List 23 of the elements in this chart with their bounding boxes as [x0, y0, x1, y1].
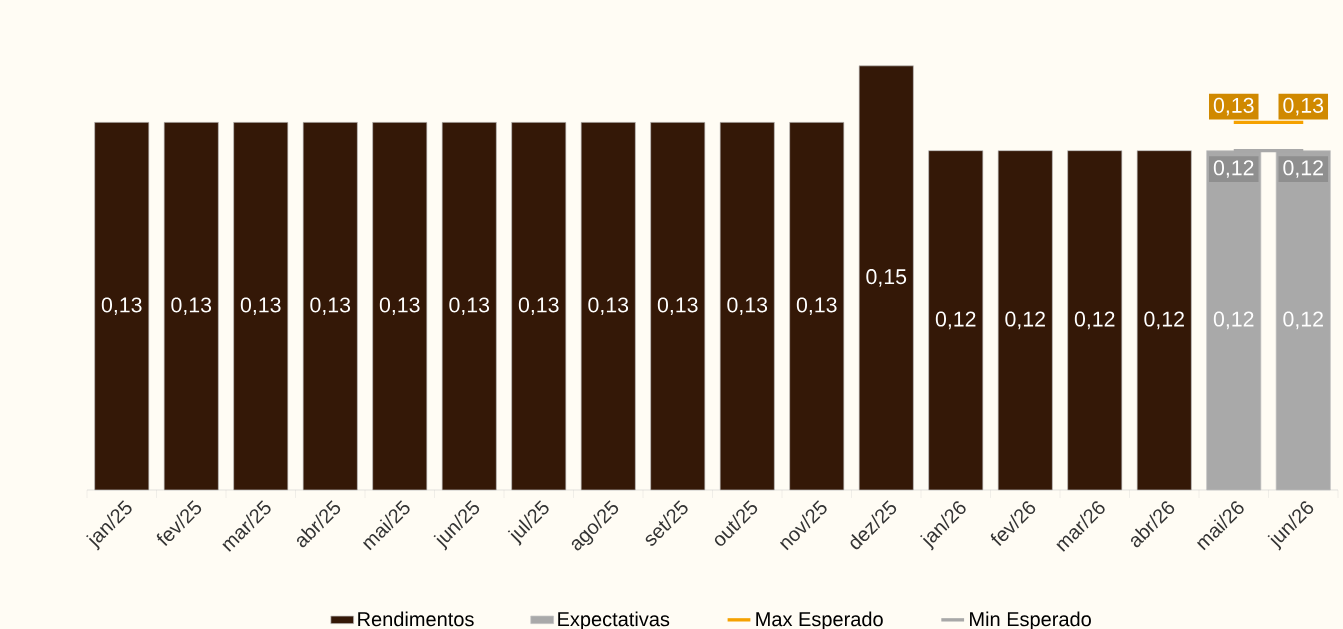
data-label: 0,13: [796, 297, 837, 315]
data-label: 0,12: [1213, 311, 1254, 330]
data-label: 0,13: [727, 297, 768, 315]
data-label: 0,13: [379, 297, 420, 315]
data-label: 0,13: [240, 297, 281, 315]
data-label: 0,12: [1283, 160, 1323, 178]
data-label: 0,13: [449, 297, 490, 315]
data-label: 0,13: [657, 297, 698, 315]
data-label: 0,12: [1213, 160, 1254, 178]
data-label: 0,12: [935, 311, 976, 330]
data-label: 0,13: [1283, 97, 1324, 116]
data-label: 0,12: [1005, 311, 1045, 330]
data-label: 0,15: [866, 269, 907, 287]
data-label: 0,13: [310, 297, 351, 315]
data-label: 0,12: [1283, 311, 1323, 330]
legend-label: Rendimentos: [358, 611, 474, 627]
data-label: 0,13: [588, 297, 629, 315]
data-label: 0,13: [101, 297, 142, 315]
data-label: 0,13: [1213, 97, 1254, 116]
data-label: 0,12: [1144, 311, 1184, 330]
data-label: 0,13: [518, 297, 559, 315]
data-label: 0,12: [1074, 311, 1115, 330]
data-label: 0,13: [171, 297, 212, 315]
